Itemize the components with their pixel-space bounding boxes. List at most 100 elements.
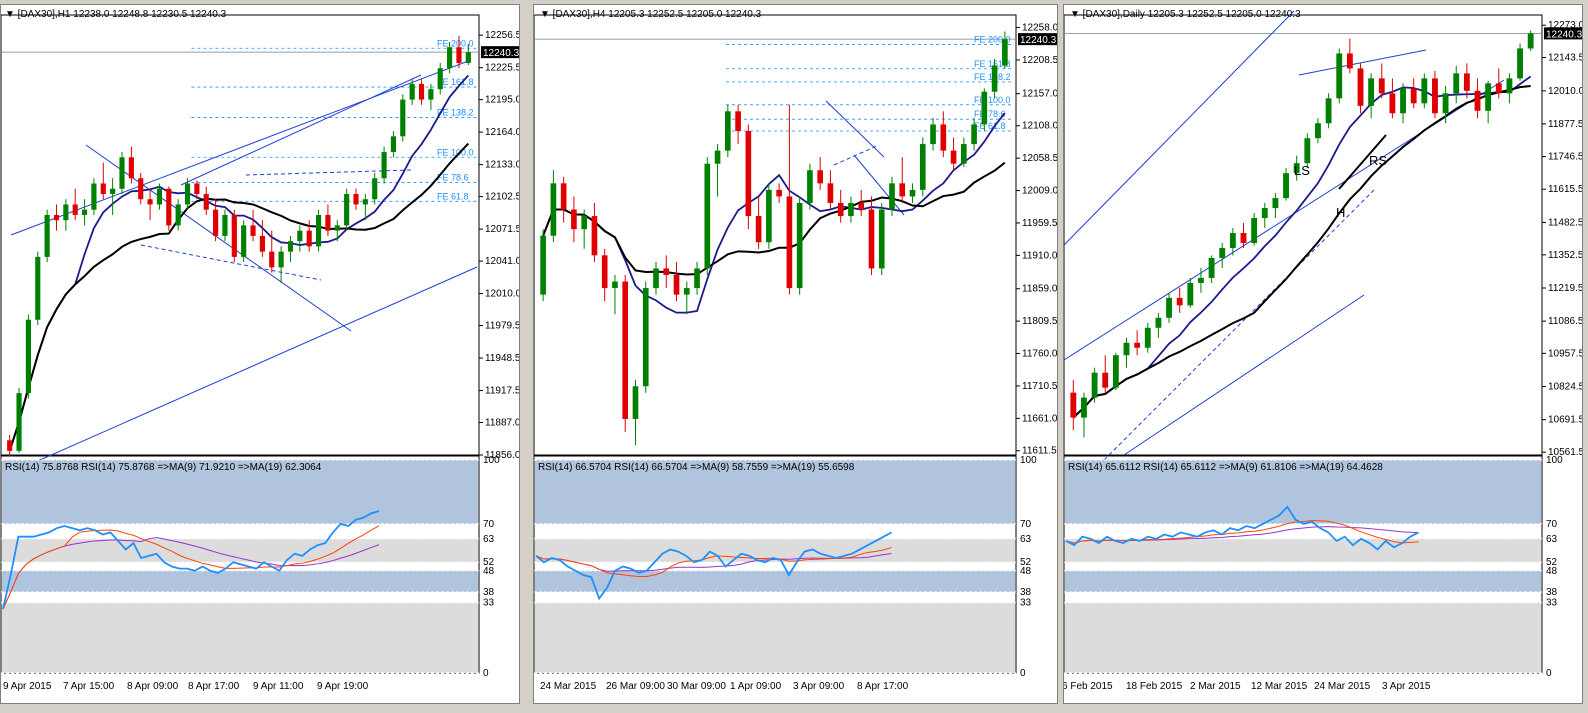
candle-body <box>81 209 88 215</box>
candle-body <box>447 47 453 69</box>
candle-body <box>1155 317 1162 328</box>
trend-line <box>1103 189 1375 461</box>
neckline <box>1338 134 1387 190</box>
candle-body <box>1081 397 1087 418</box>
candle-body <box>1112 355 1119 388</box>
rsi-level-label: 33 <box>483 598 495 609</box>
candle-body <box>381 152 387 179</box>
candle-body <box>591 216 598 256</box>
x-axis-label: 8 Apr 09:00 <box>127 681 179 692</box>
candle-body <box>100 183 106 194</box>
candle-body <box>550 183 557 236</box>
candle-body <box>1144 327 1151 348</box>
candle-body <box>1293 163 1300 174</box>
y-tick-label: 12195.0 <box>485 95 520 106</box>
x-axis-label: 3 Apr 09:00 <box>793 681 845 692</box>
rsi-zone <box>1065 538 1541 563</box>
y-tick-label: 12225.5 <box>485 63 520 74</box>
y-tick-label: 12009.0 <box>1022 186 1058 197</box>
fib-level-label: FE 161.8 <box>974 59 1011 69</box>
candle-body <box>899 183 906 197</box>
candle-body <box>560 183 567 210</box>
slow-ma-line <box>8 142 470 452</box>
y-tick-label: 12010.0 <box>1548 86 1583 97</box>
candle-body <box>601 255 608 289</box>
rsi-zone <box>535 570 1015 593</box>
fib-level-label: FE 200.0 <box>974 35 1011 45</box>
trend-line <box>825 100 885 158</box>
candle-body <box>858 202 865 210</box>
candle-body <box>1102 372 1109 388</box>
rsi-label: RSI(14) 75.8768 RSI(14) 75.8768 =>MA(9) … <box>5 462 322 473</box>
candle-body <box>184 183 191 205</box>
candle-body <box>456 47 462 63</box>
candle-body <box>950 150 957 164</box>
candle-body <box>91 183 97 210</box>
fib-level-label: FE 61.8 <box>974 121 1006 131</box>
candle-body <box>1485 83 1492 111</box>
candle-body <box>817 170 823 184</box>
candle-body <box>16 393 22 451</box>
price-plot-frame <box>1 14 480 456</box>
candle-body <box>642 288 649 387</box>
y-tick-label: 11948.5 <box>485 353 520 364</box>
rsi-level-label: 100 <box>483 455 500 466</box>
rsi-oversold-zone <box>2 602 478 673</box>
candle-body <box>7 440 13 451</box>
candle-body <box>1474 90 1481 111</box>
candle-body <box>1251 218 1258 243</box>
trend-line <box>10 59 472 236</box>
y-tick-label: 11917.5 <box>485 386 520 397</box>
candle-body <box>465 52 471 63</box>
fast-ma-line <box>1072 75 1532 419</box>
price-plot-frame <box>1064 14 1543 456</box>
rsi-level-label: 70 <box>1546 519 1558 530</box>
candle-body <box>1134 342 1141 348</box>
y-tick-label: 11611.5 <box>1022 446 1057 457</box>
candle-body <box>1346 53 1353 69</box>
candle-body <box>714 150 721 164</box>
rsi-oversold-zone <box>1065 602 1541 673</box>
y-tick-label: 12058.5 <box>1022 153 1058 164</box>
candle-body <box>1432 78 1438 114</box>
candle-body <box>581 216 587 230</box>
candle-body <box>259 235 265 252</box>
candle-body <box>1002 39 1008 66</box>
candle-body <box>683 288 690 295</box>
candle-body <box>128 157 134 179</box>
y-tick-label: 12143.5 <box>1548 53 1583 64</box>
trend-line <box>180 74 422 186</box>
rsi-overbought-zone <box>1065 460 1541 524</box>
rsi-level-label: 48 <box>1020 566 1032 577</box>
candle-body <box>1400 88 1406 114</box>
chart-window-daily[interactable]: ▼ [DAX30],Daily 12205.3 12252.5 12205.0 … <box>1063 4 1583 704</box>
y-tick-label: 10561.5 <box>1548 447 1583 458</box>
candle-body <box>1495 83 1502 94</box>
candle-body <box>868 209 875 269</box>
candle-body <box>1315 123 1321 139</box>
candle-body <box>241 225 247 257</box>
price-plot-frame <box>534 14 1017 456</box>
x-axis-label: 1 Apr 09:00 <box>730 681 782 692</box>
rsi-level-label: 0 <box>483 668 489 679</box>
candle-body <box>1208 257 1215 278</box>
y-tick-label: 12108.0 <box>1022 121 1058 132</box>
x-axis-label: 2 Mar 2015 <box>1190 681 1241 692</box>
pattern-label: H <box>1336 205 1345 220</box>
x-axis-label: 9 Apr 2015 <box>3 681 52 692</box>
candle-body <box>755 216 762 243</box>
candle-body <box>110 188 116 194</box>
candle-body <box>353 193 359 205</box>
y-tick-label: 11877.5 <box>1548 119 1583 130</box>
x-axis-label: 6 Feb 2015 <box>1064 681 1113 692</box>
chart-window-h4[interactable]: ▼ [DAX30],H4 12205.3 12252.5 12205.0 122… <box>533 4 1058 704</box>
chart-window-h1[interactable]: ▼ [DAX30],H1 12238.0 12248.8 12230.5 122… <box>0 4 520 704</box>
candle-body <box>72 204 78 215</box>
candle-body <box>278 251 284 268</box>
candle-body <box>663 268 670 275</box>
rsi-zone <box>2 570 478 593</box>
x-axis-label: 8 Apr 17:00 <box>188 681 240 692</box>
x-axis-label: 26 Mar 09:00 <box>606 681 665 692</box>
x-axis-label: 9 Apr 11:00 <box>253 681 304 692</box>
chart-title: ▼ [DAX30],Daily 12205.3 12252.5 12205.0 … <box>1070 9 1301 20</box>
